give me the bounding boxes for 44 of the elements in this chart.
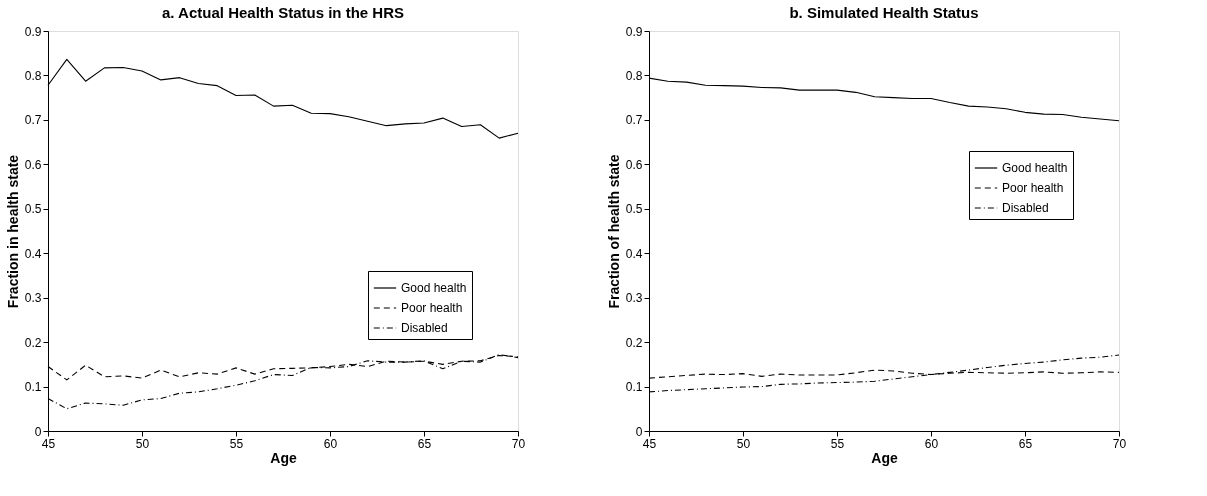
x-tick-label: 55 — [830, 436, 845, 451]
y-tick-label: 0.4 — [24, 246, 42, 261]
legend-label: Good health — [1002, 161, 1068, 175]
legend-label: Good health — [401, 281, 467, 295]
y-tick-label: 0.7 — [625, 113, 643, 128]
legend-label: Disabled — [401, 321, 448, 335]
y-tick-label: 0.2 — [625, 335, 643, 350]
x-tick-label: 65 — [417, 436, 432, 451]
y-tick-label: 0.3 — [625, 291, 643, 306]
legend-label: Disabled — [1002, 201, 1049, 215]
y-tick-label: 0.9 — [625, 24, 643, 39]
y-tick-label: 0.7 — [24, 113, 42, 128]
y-tick-label: 0.3 — [24, 291, 42, 306]
y-axis-title: Fraction in health state — [4, 154, 21, 309]
y-tick-label: 0.8 — [24, 68, 42, 83]
legend-label: Poor health — [1002, 181, 1064, 195]
x-axis-title: Age — [270, 449, 297, 466]
y-tick-label: 0.5 — [24, 202, 42, 217]
y-tick-label: 0.8 — [625, 68, 643, 83]
chart-title: b. Simulated Health Status — [789, 4, 979, 21]
y-axis-title: Fraction of health state — [605, 154, 622, 309]
x-tick-label: 70 — [1112, 436, 1127, 451]
y-tick-label: 0.9 — [24, 24, 42, 39]
x-tick-label: 45 — [41, 436, 56, 451]
x-tick-label: 60 — [323, 436, 338, 451]
y-tick-label: 0.4 — [625, 246, 643, 261]
x-axis-title: Age — [871, 449, 898, 466]
y-tick-label: 0.1 — [625, 380, 643, 395]
y-tick-label: 0.6 — [625, 157, 643, 172]
x-tick-label: 50 — [135, 436, 150, 451]
y-tick-label: 0.6 — [24, 157, 42, 172]
y-tick-label: 0.5 — [625, 202, 643, 217]
y-tick-label: 0.2 — [24, 335, 42, 350]
x-tick-label: 70 — [511, 436, 526, 451]
y-tick-label: 0 — [635, 424, 643, 439]
x-tick-label: 50 — [736, 436, 751, 451]
y-tick-label: 0 — [34, 424, 42, 439]
chart-title: a. Actual Health Status in the HRS — [162, 4, 404, 21]
x-tick-label: 55 — [229, 436, 244, 451]
y-tick-label: 0.1 — [24, 380, 42, 395]
x-tick-label: 45 — [642, 436, 657, 451]
legend-label: Poor health — [401, 301, 463, 315]
x-tick-label: 60 — [924, 436, 939, 451]
x-tick-label: 65 — [1018, 436, 1033, 451]
